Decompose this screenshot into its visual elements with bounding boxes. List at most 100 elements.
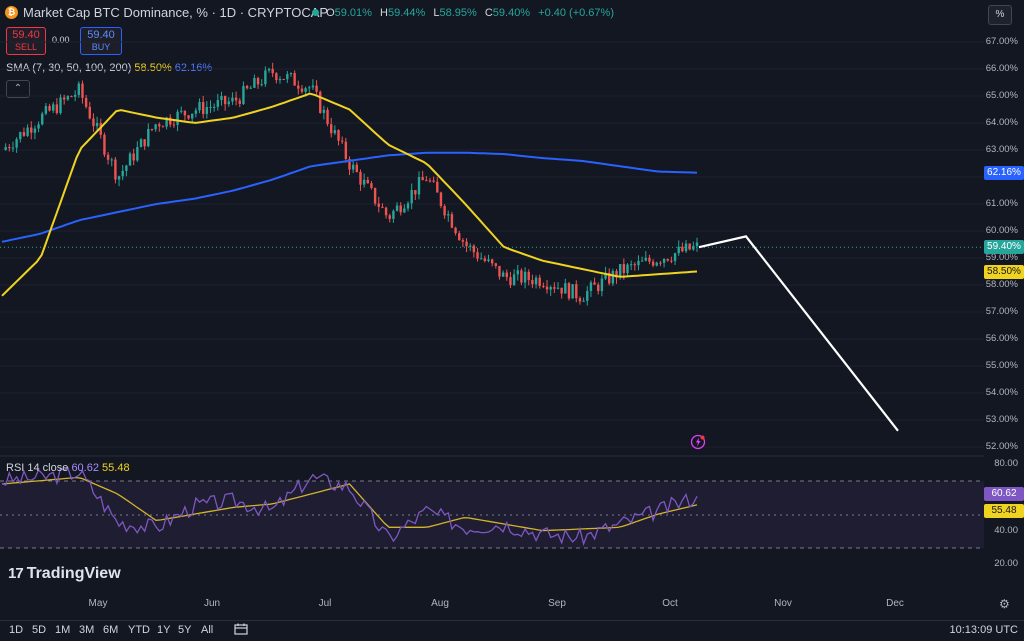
ohlc-readout: O59.01% H59.44% L58.95% C59.40% +0.40 (+… xyxy=(312,7,619,19)
projection-line xyxy=(698,235,899,432)
candle-body xyxy=(454,227,457,234)
candle-body xyxy=(498,265,501,277)
candle-body xyxy=(538,277,541,287)
candle-body xyxy=(388,215,391,219)
sell-button[interactable]: 59.40 SELL xyxy=(6,27,46,55)
candle-body xyxy=(447,214,450,216)
ohlc-value-high: 59.44% xyxy=(387,7,426,19)
candle-body xyxy=(238,100,241,104)
candle-body xyxy=(640,260,644,262)
candle-body xyxy=(534,277,538,285)
candle-body xyxy=(66,96,70,100)
candle-body xyxy=(509,277,512,286)
timeframe-button-1m[interactable]: 1M xyxy=(55,624,71,636)
time-axis[interactable] xyxy=(0,594,984,612)
candle-body xyxy=(92,118,95,127)
candle-body xyxy=(659,262,662,264)
candle-body xyxy=(187,115,190,119)
sell-price: 59.40 xyxy=(12,29,40,41)
lightning-alert-icon[interactable] xyxy=(690,434,706,450)
rsi-tick-label: 40.00 xyxy=(994,524,1018,536)
candle-body xyxy=(278,78,282,81)
timeframe-button-5y[interactable]: 5Y xyxy=(178,624,192,636)
symbol-title[interactable]: Market Cap BTC Dominance, % · 1D · CRYPT… xyxy=(23,5,329,20)
candle-body xyxy=(271,68,274,74)
candle-body xyxy=(77,83,81,95)
candle-body xyxy=(516,270,519,275)
candle-body xyxy=(322,109,326,113)
candle-body xyxy=(172,124,176,126)
time-tick-label: Aug xyxy=(431,598,449,609)
candle-body xyxy=(169,117,172,125)
candle-body xyxy=(282,78,285,80)
timeframe-button-ytd[interactable]: YTD xyxy=(128,624,150,636)
time-tick-label: Jun xyxy=(203,598,221,609)
candle-body xyxy=(351,164,355,170)
sma-legend[interactable]: SMA (7, 30, 50, 100, 200) 58.50% 62.16% xyxy=(6,62,212,74)
candle-body xyxy=(582,300,585,302)
candle-body xyxy=(95,123,99,127)
sma-label: SMA (7, 30, 50, 100, 200) xyxy=(6,62,132,74)
candle-body xyxy=(139,139,143,148)
candle-body xyxy=(586,290,589,301)
percent-scale-button[interactable]: % xyxy=(988,5,1012,25)
rsi-legend[interactable]: RSI 14 close 60.62 55.48 xyxy=(6,462,130,474)
timeframe-button-1y[interactable]: 1Y xyxy=(157,624,171,636)
buy-price: 59.40 xyxy=(87,29,115,41)
timeframe-button-all[interactable]: All xyxy=(201,624,214,636)
candle-body xyxy=(205,107,209,114)
utc-clock[interactable]: 10:13:09 UTC xyxy=(949,624,1018,636)
candle-body xyxy=(52,104,55,111)
candle-body xyxy=(103,134,106,155)
buy-button[interactable]: 59.40 BUY xyxy=(80,27,122,55)
time-tick-label: Sep xyxy=(548,598,566,609)
timeframe-button-1d[interactable]: 1D xyxy=(9,624,24,636)
calendar-range-icon[interactable] xyxy=(234,623,248,635)
candle-body xyxy=(333,130,337,134)
candle-body xyxy=(553,287,556,289)
candle-body xyxy=(428,180,432,182)
candles xyxy=(4,62,699,306)
ohlc-value-low: 58.95% xyxy=(439,7,477,19)
candle-body xyxy=(297,85,300,89)
candle-body xyxy=(311,85,315,88)
candle-body xyxy=(154,124,157,130)
candle-body xyxy=(695,242,699,247)
candle-body xyxy=(670,260,673,262)
candle-body xyxy=(30,127,33,133)
candle-body xyxy=(432,180,435,182)
buy-label: BUY xyxy=(91,42,111,52)
candle-body xyxy=(637,260,640,266)
candle-body xyxy=(377,203,380,207)
sma-slow-line xyxy=(1,151,698,243)
candle-body xyxy=(600,278,604,292)
candle-body xyxy=(48,106,51,111)
gear-icon[interactable]: ⚙ xyxy=(999,597,1010,611)
candle-body xyxy=(406,203,410,209)
candle-body xyxy=(19,132,22,140)
timeframe-button-3m[interactable]: 3M xyxy=(79,624,95,636)
candle-body xyxy=(59,97,62,114)
candle-body xyxy=(212,106,216,108)
candle-body xyxy=(355,164,359,172)
candle-body xyxy=(330,124,333,134)
ohlc-key-open: O xyxy=(326,7,335,19)
rsi-value: 60.62 xyxy=(71,462,99,474)
candle-body xyxy=(618,264,622,278)
candle-body xyxy=(615,271,618,278)
chart-canvas[interactable] xyxy=(0,0,984,594)
tradingview-logo: 17 TradingView xyxy=(8,565,121,583)
candle-body xyxy=(494,263,498,266)
rsi-ma-value: 55.48 xyxy=(102,462,130,474)
candle-body xyxy=(575,284,578,299)
candle-body xyxy=(469,245,472,247)
collapse-legend-button[interactable]: ⌃ xyxy=(6,80,30,98)
timeframe-button-5d[interactable]: 5D xyxy=(32,624,47,636)
candle-body xyxy=(158,124,161,127)
candle-body xyxy=(648,257,651,262)
price-tick-label: 65.00% xyxy=(985,90,1018,101)
candle-body xyxy=(11,147,15,149)
timeframe-button-6m[interactable]: 6M xyxy=(103,624,119,636)
candle-body xyxy=(425,180,428,182)
candle-body xyxy=(479,258,483,260)
